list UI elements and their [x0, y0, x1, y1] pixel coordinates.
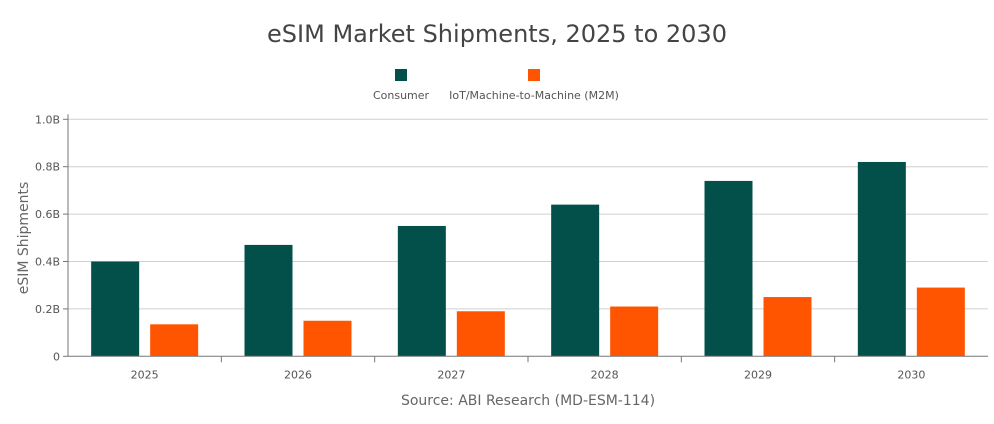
- gridlines: [68, 118, 988, 310]
- bar-m2m: [150, 324, 199, 357]
- bar-consumer: [857, 161, 906, 357]
- y-tick-label: 0.8B: [35, 161, 60, 174]
- bar-consumer: [244, 244, 293, 357]
- legend-swatch: [528, 69, 540, 81]
- x-tick-label: 2027: [437, 368, 465, 381]
- legend-swatch: [395, 69, 407, 81]
- bars: [91, 161, 965, 357]
- bar-consumer: [91, 261, 140, 357]
- axes: 0 0.2B 0.4B 0.6B 0.8B 1.0B 2025 2026 2027 2028 202…: [35, 113, 988, 381]
- y-tick-label: 0: [53, 350, 60, 363]
- bar-consumer: [551, 204, 600, 357]
- bar-consumer: [397, 225, 446, 357]
- x-tick-label: 2026: [284, 368, 312, 381]
- legend: Consumer IoT/Machine-to-Machine (M2M): [373, 69, 619, 102]
- chart-title: eSIM Market Shipments, 2025 to 2030: [267, 20, 727, 48]
- y-tick-label: 0.6B: [35, 208, 60, 221]
- bar-m2m: [456, 311, 505, 357]
- bar-m2m: [303, 320, 352, 357]
- y-tick-label: 1.0B: [35, 113, 60, 126]
- x-axis-label: Source: ABI Research (MD-ESM-114): [401, 393, 655, 409]
- x-tick-label: 2029: [744, 368, 772, 381]
- y-tick-label: 0.2B: [35, 303, 60, 316]
- y-tick-label: 0.4B: [35, 256, 60, 269]
- bar-m2m: [763, 297, 812, 357]
- y-axis-label: eSIM Shipments: [16, 182, 32, 295]
- x-tick-label: 2028: [591, 368, 619, 381]
- legend-label: IoT/Machine-to-Machine (M2M): [449, 89, 619, 102]
- x-tick-label: 2030: [897, 368, 925, 381]
- x-tick-label: 2025: [131, 368, 159, 381]
- bar-m2m: [610, 306, 659, 357]
- bar-consumer: [704, 180, 753, 357]
- legend-label: Consumer: [373, 89, 430, 102]
- bar-m2m: [916, 287, 965, 357]
